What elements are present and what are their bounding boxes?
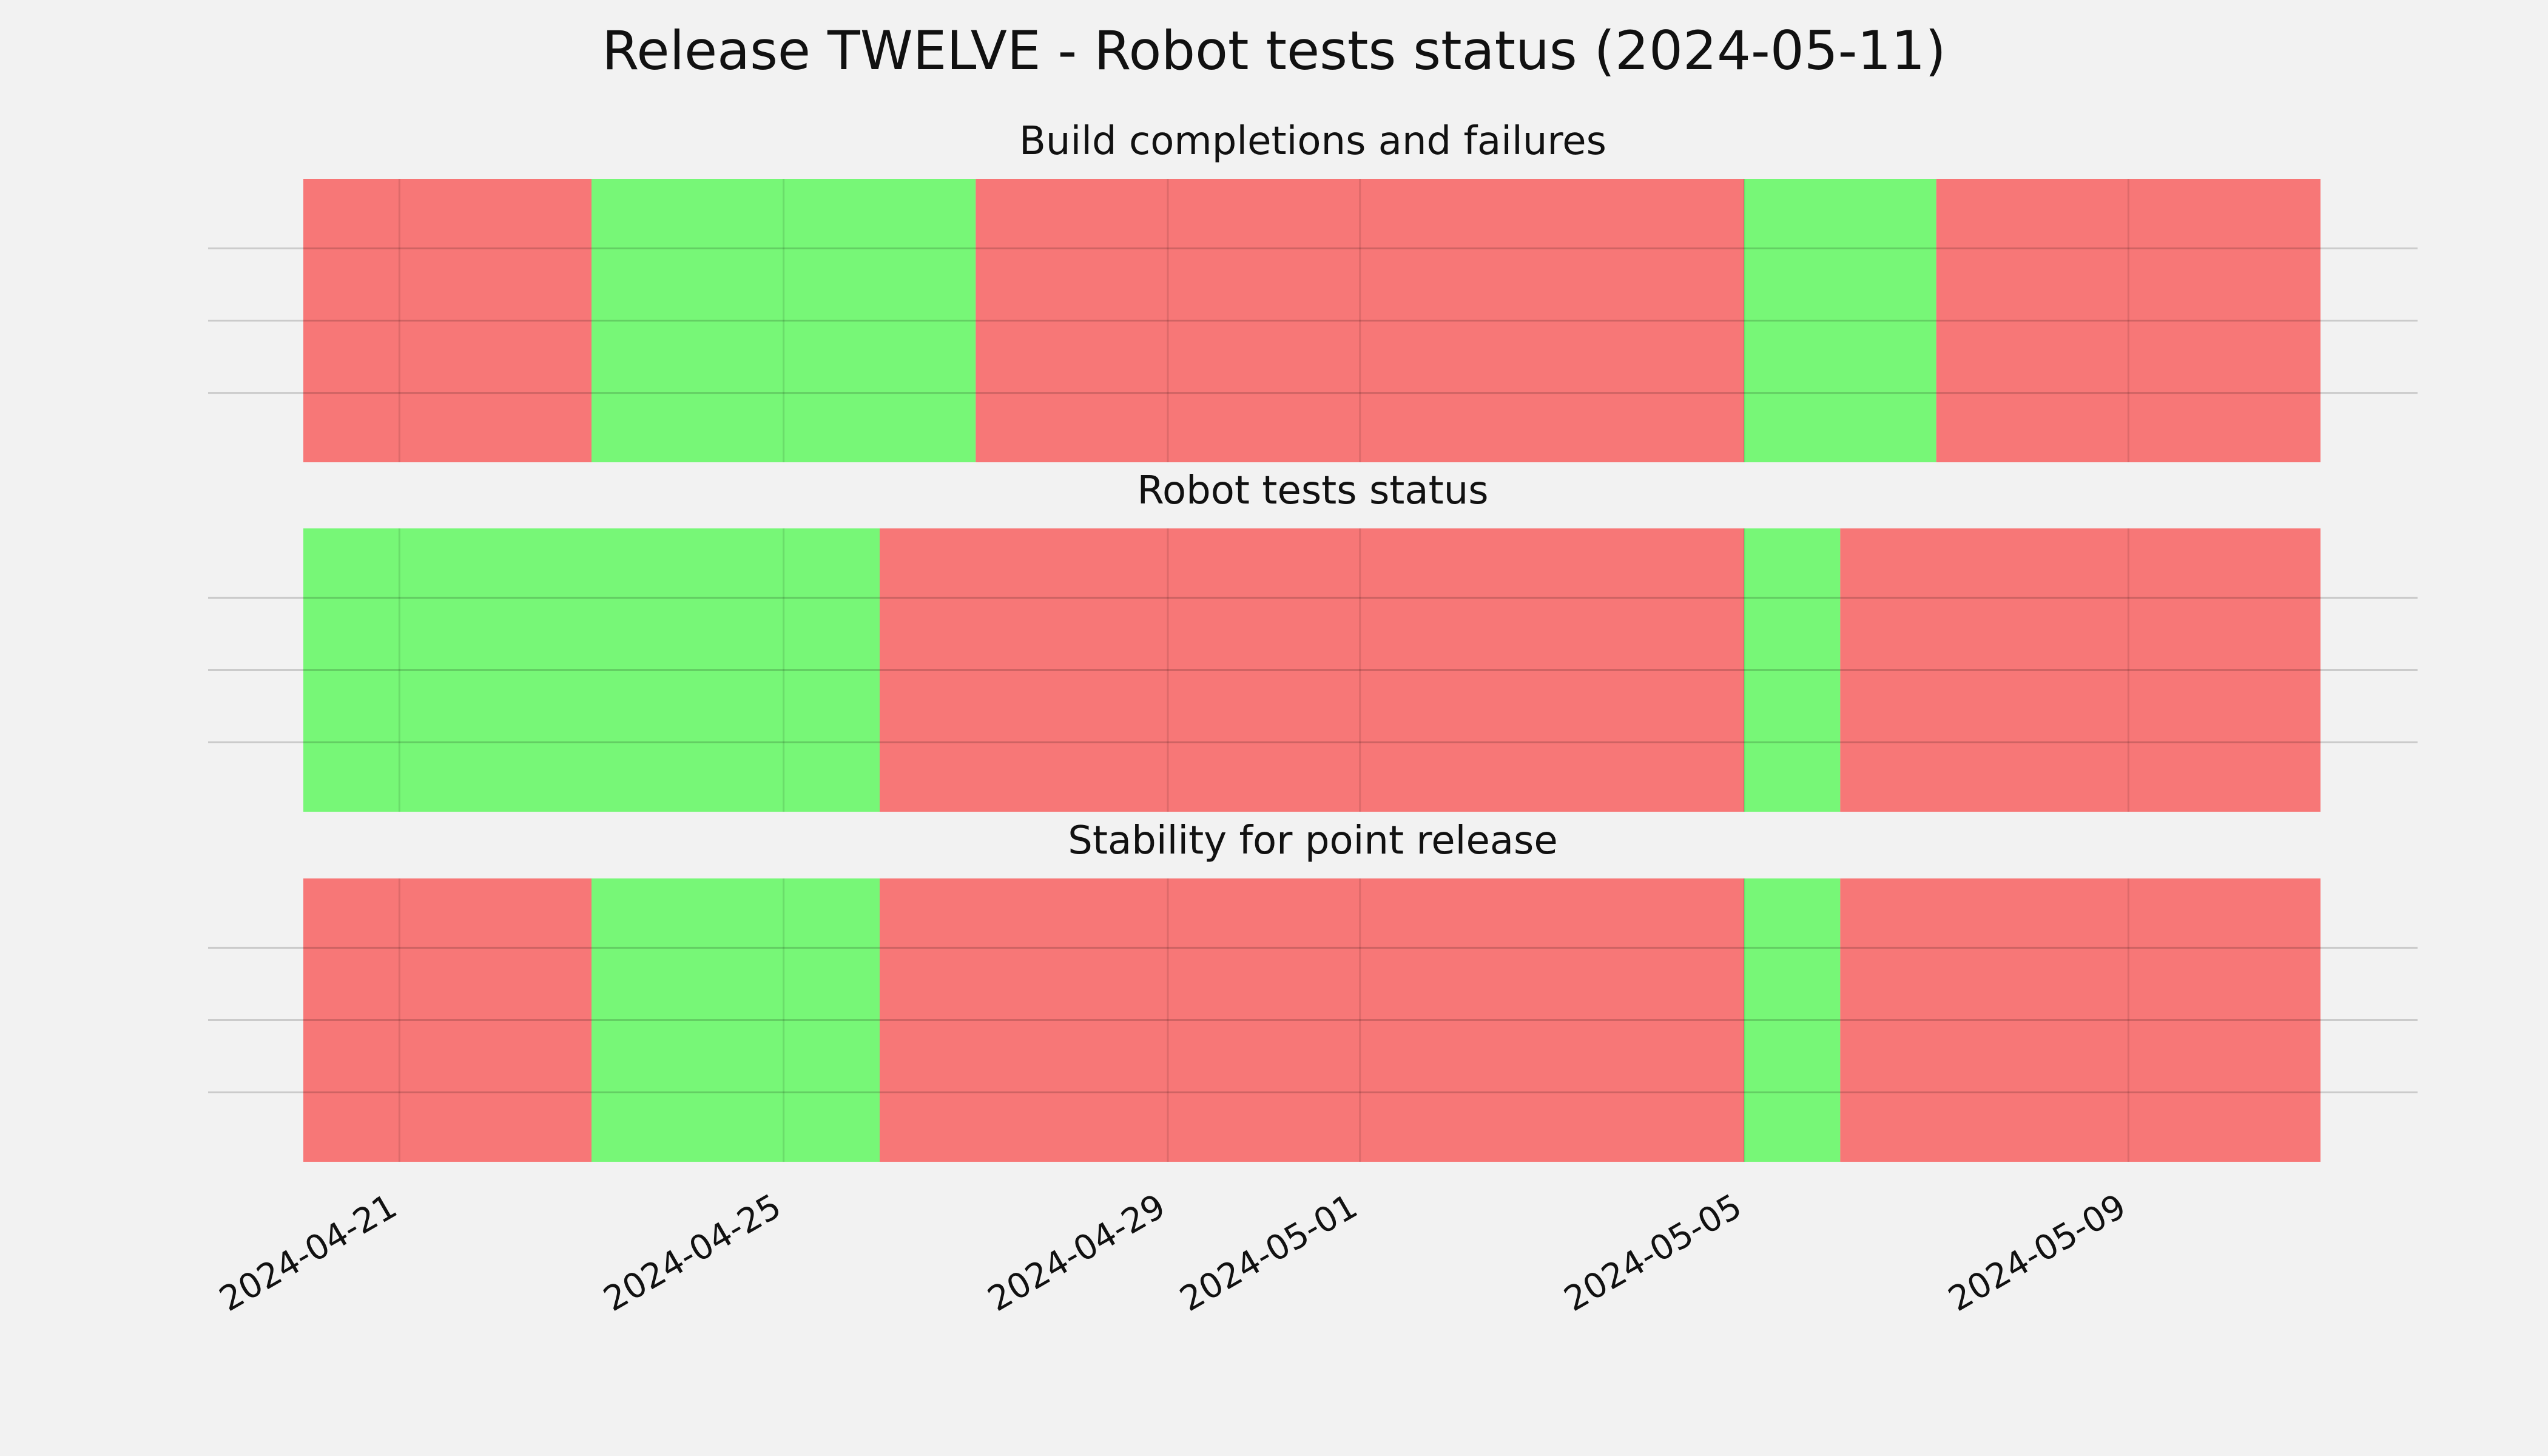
panel-1: Build completions and failures <box>208 119 2418 462</box>
x-tick-label: 2024-05-09 <box>1942 1187 2132 1320</box>
x-tick-label: 2024-05-05 <box>1558 1187 1748 1320</box>
status-segment-pass <box>1744 528 1841 812</box>
status-segment-fail <box>976 179 1744 462</box>
status-segment-fail <box>1840 528 2320 812</box>
panel-2: Robot tests status <box>208 468 2418 812</box>
panel-title: Robot tests status <box>1137 468 1488 513</box>
x-tick-label: 2024-04-25 <box>597 1187 787 1320</box>
status-segment-fail <box>880 878 1744 1162</box>
status-segment-pass <box>303 528 880 812</box>
status-segment-fail <box>880 528 1744 812</box>
x-tick-label: 2024-05-01 <box>1173 1187 1364 1320</box>
status-segment-pass <box>1744 179 1936 462</box>
x-axis-ticks: 2024-04-21 2024-04-25 2024-04-29 2024-05-01… <box>213 1187 2132 1320</box>
status-segment-fail <box>1936 179 2320 462</box>
panel-title: Stability for point release <box>1068 818 1558 863</box>
x-tick-label: 2024-04-29 <box>982 1187 1172 1320</box>
panel-title: Build completions and failures <box>1019 119 1606 164</box>
status-segment-pass <box>592 878 880 1162</box>
status-segment-pass <box>1744 878 1841 1162</box>
x-tick-label: 2024-04-21 <box>213 1187 403 1320</box>
status-panels: Build completions and failures Robot test… <box>208 119 2418 1162</box>
chart-title: Release TWELVE - Robot tests status (202… <box>602 19 1946 82</box>
status-segment-fail <box>303 179 592 462</box>
status-segment-fail <box>303 878 592 1162</box>
status-segment-fail <box>1840 878 2320 1162</box>
panel-3: Stability for point release <box>208 818 2418 1162</box>
status-segment-pass <box>592 179 976 462</box>
